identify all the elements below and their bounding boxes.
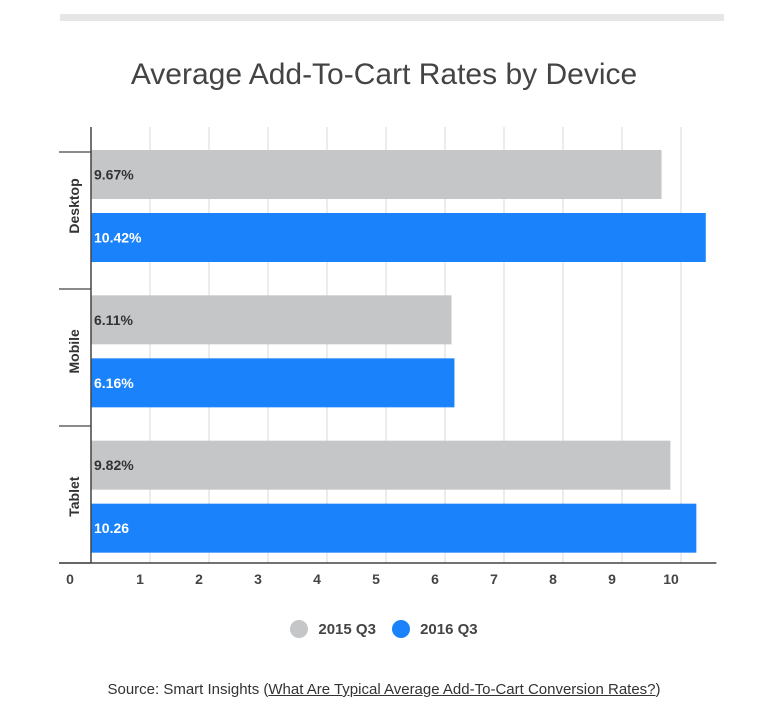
x-tick-label: 8 [549, 571, 557, 587]
legend-swatch-2016 [392, 620, 411, 638]
data-label: 9.67% [94, 167, 134, 183]
legend-item-2015: 2015 Q3 [290, 620, 376, 638]
bar-chart: 9.67% 10.42% 6.11% 6.16% 9.82% 10.26 0 1 2 3 4 5 6 7… [59, 127, 717, 587]
legend-label-2016: 2016 Q3 [420, 620, 478, 638]
legend: 2015 Q3 2016 Q3 [0, 620, 768, 642]
category-label-mobile: Mobile [66, 329, 82, 374]
category-label-tablet: Tablet [66, 476, 82, 517]
x-tick-label: 5 [372, 571, 380, 587]
bar-tablet-2016-q3 [91, 503, 697, 553]
bar-tablet-2015-q3 [91, 440, 671, 490]
x-tick-label: 3 [254, 571, 262, 587]
x-tick-label: 1 [136, 571, 144, 587]
source-prefix: Source: Smart Insights ( [107, 681, 269, 698]
x-tick-label: 7 [490, 571, 498, 587]
source-note: Source: Smart Insights (What Are Typical… [0, 681, 768, 698]
bar-desktop-2016-q3 [91, 213, 706, 262]
x-tick-label: 10 [663, 571, 679, 587]
x-tick-label: 6 [431, 571, 439, 587]
legend-item-2016: 2016 Q3 [392, 620, 478, 638]
source-suffix: ) [655, 681, 661, 698]
data-label: 9.82% [94, 457, 134, 473]
data-label: 10.26 [94, 520, 129, 536]
data-label: 6.11% [94, 312, 133, 328]
x-tick-label: 4 [313, 571, 321, 587]
bar-mobile-2016-q3 [91, 358, 455, 408]
x-tick-label: 2 [195, 571, 203, 587]
legend-swatch-2015 [290, 620, 309, 638]
data-label: 10.42% [94, 230, 142, 246]
x-tick-label: 9 [608, 571, 616, 587]
bars-group: 9.67% 10.42% 6.11% 6.16% 9.82% 10.26 [91, 150, 706, 553]
legend-label-2015: 2015 Q3 [318, 620, 376, 638]
bar-desktop-2015-q3 [91, 150, 662, 199]
category-label-desktop: Desktop [66, 178, 82, 233]
source-link[interactable]: What Are Typical Average Add-To-Cart Con… [268, 681, 656, 698]
chart-title: Average Add-To-Cart Rates by Device [130, 58, 638, 91]
bar-mobile-2015-q3 [91, 295, 452, 345]
grid-lines [149, 127, 682, 563]
x-tick-label: 0 [66, 571, 74, 587]
data-label: 6.16% [94, 375, 134, 391]
top-divider-bar [60, 14, 724, 21]
axes-group: 0 1 2 3 4 5 6 7 8 9 10 Desktop Mobile Tablet [59, 127, 717, 587]
